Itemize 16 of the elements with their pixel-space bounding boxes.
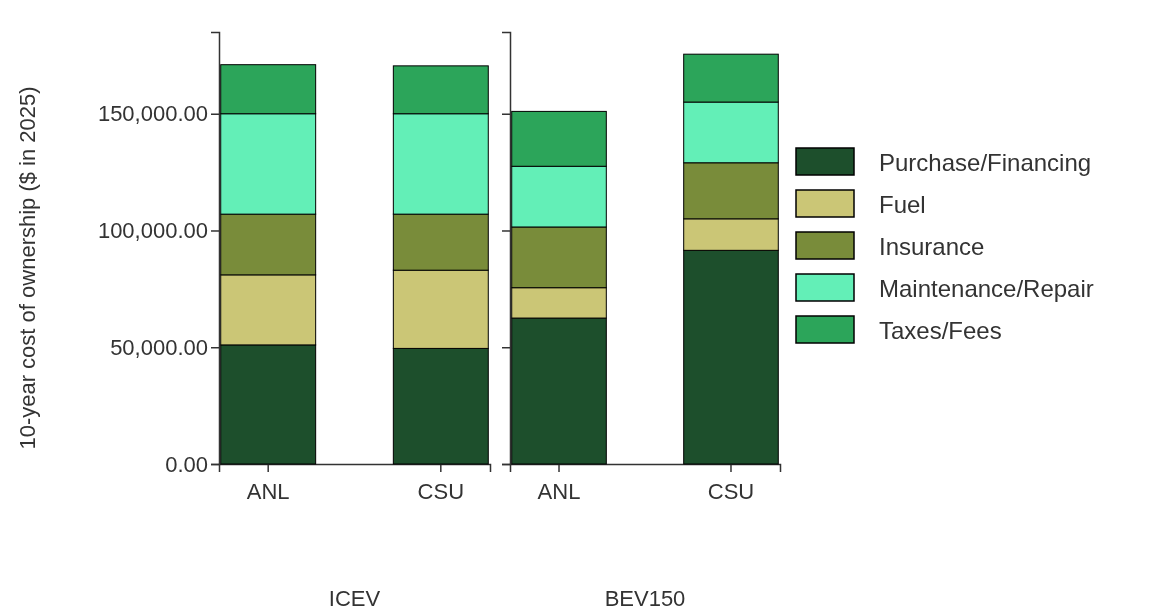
y-axis-title: 10-year cost of ownership ($ in 2025): [15, 86, 40, 450]
x-tick-label: CSU: [417, 479, 465, 505]
legend-label: Purchase/Financing: [879, 149, 1092, 176]
legend-label: Maintenance/Repair: [879, 275, 1094, 302]
legend-label: Fuel: [879, 191, 926, 218]
legend-label: Taxes/Fees: [879, 317, 1002, 344]
y-tick-label: 100,000.00: [97, 218, 208, 244]
x-tick-label: ANL: [246, 479, 290, 505]
x-axis-title: BEV150: [604, 586, 686, 611]
y-tick-label: 150,000.00: [97, 101, 208, 127]
y-tick-label: 50,000.00: [110, 334, 208, 360]
x-tick-label: ANL: [537, 479, 581, 505]
x-axis-title: ICEV: [328, 586, 381, 611]
x-tick-label: CSU: [707, 479, 755, 505]
y-tick-label: 0.00: [165, 451, 208, 477]
legend-label: Insurance: [879, 233, 985, 260]
